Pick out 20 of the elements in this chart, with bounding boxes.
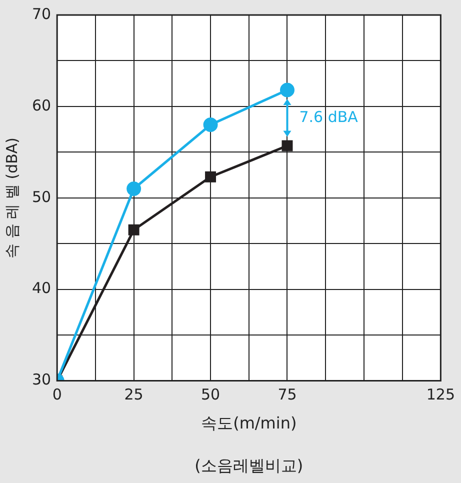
y-tick-label: 60 <box>32 96 52 114</box>
x-axis-title: 속도(m/min) <box>201 414 297 433</box>
x-tick-label: 75 <box>278 386 297 404</box>
point <box>205 171 216 182</box>
point <box>203 117 218 132</box>
x-tick-label: 125 <box>426 386 456 404</box>
x-tick-label: 0 <box>52 386 62 404</box>
text: (소음레벨비교) <box>194 456 304 475</box>
point <box>128 224 140 236</box>
point <box>126 182 142 196</box>
y-tick-label: 30 <box>32 370 52 389</box>
y-tick-label: 40 <box>32 279 52 298</box>
point <box>282 140 293 152</box>
y-axis-title: 속 음 레 벨 (dBA) <box>2 137 21 258</box>
y-tick-label: 70 <box>32 4 52 23</box>
annotation: 7.6 dBA <box>299 108 359 126</box>
x-tick-label: 25 <box>124 386 144 404</box>
y-tick-label: 50 <box>32 188 52 206</box>
x-tick-label: 50 <box>200 386 220 404</box>
point <box>280 82 294 98</box>
